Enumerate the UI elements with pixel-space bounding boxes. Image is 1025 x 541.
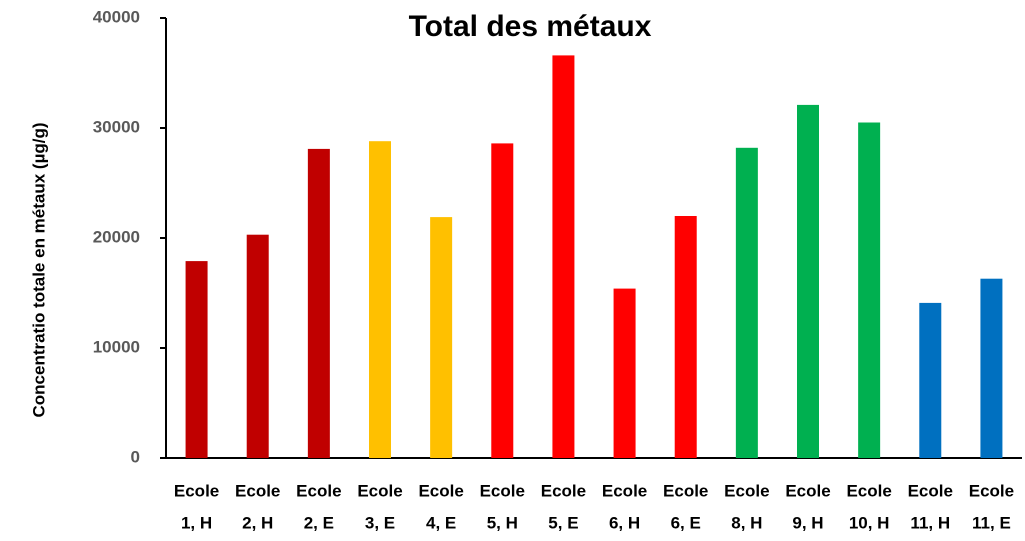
bar	[552, 55, 575, 459]
x-tick-label: Ecole	[785, 481, 830, 500]
x-tick-label: 3, E	[365, 513, 395, 532]
x-tick-label: 8, H	[731, 513, 762, 532]
y-tick-label: 0	[131, 447, 140, 466]
bar	[797, 104, 819, 459]
x-tick-label: 11, H	[910, 513, 950, 532]
bar	[185, 261, 208, 458]
x-tick-label: 1, H	[181, 513, 212, 532]
bar	[246, 234, 269, 458]
bar	[613, 288, 636, 458]
x-tick-label: Ecole	[846, 481, 891, 500]
bar	[980, 278, 1003, 458]
y-tick-label: 20000	[93, 227, 140, 246]
x-tick-label: Ecole	[724, 481, 769, 500]
x-tick-label: Ecole	[418, 481, 463, 500]
bar	[919, 302, 942, 458]
x-tick-label: Ecole	[296, 481, 341, 500]
x-tick-label: 10, H	[849, 513, 890, 532]
x-tick-label: Ecole	[541, 481, 586, 500]
x-tick-label: Ecole	[969, 481, 1014, 500]
y-tick-label: 30000	[93, 117, 140, 136]
x-tick-label: 5, E	[548, 513, 578, 532]
x-tick-label: 2, H	[242, 513, 273, 532]
x-tick-label: 6, E	[671, 513, 701, 532]
bar	[491, 143, 514, 458]
x-tick-label: 2, E	[304, 513, 334, 532]
x-tick-label: Ecole	[480, 481, 525, 500]
x-tick-label: Ecole	[908, 481, 953, 500]
bar	[307, 148, 330, 458]
x-tick-label: 9, H	[792, 513, 823, 532]
x-tick-label: Ecole	[174, 481, 219, 500]
x-tick-label: Ecole	[663, 481, 708, 500]
bar	[858, 122, 881, 458]
x-tick-label: Ecole	[235, 481, 280, 500]
x-tick-label: Ecole	[357, 481, 402, 500]
x-tick-label: 4, E	[426, 513, 456, 532]
x-tick-label: Ecole	[602, 481, 647, 500]
x-tick-label: 11, E	[972, 513, 1011, 532]
bar	[674, 216, 697, 458]
bar	[369, 141, 391, 458]
bar	[430, 217, 453, 458]
x-tick-label: 6, H	[609, 513, 640, 532]
y-axis-title: Concentratio totale en métaux (µg/g)	[29, 122, 48, 417]
x-tick-label: 5, H	[487, 513, 518, 532]
bar	[735, 147, 758, 459]
y-tick-label: 10000	[93, 337, 140, 356]
chart-title: Total des métaux	[409, 10, 652, 43]
y-tick-label: 40000	[93, 7, 140, 26]
